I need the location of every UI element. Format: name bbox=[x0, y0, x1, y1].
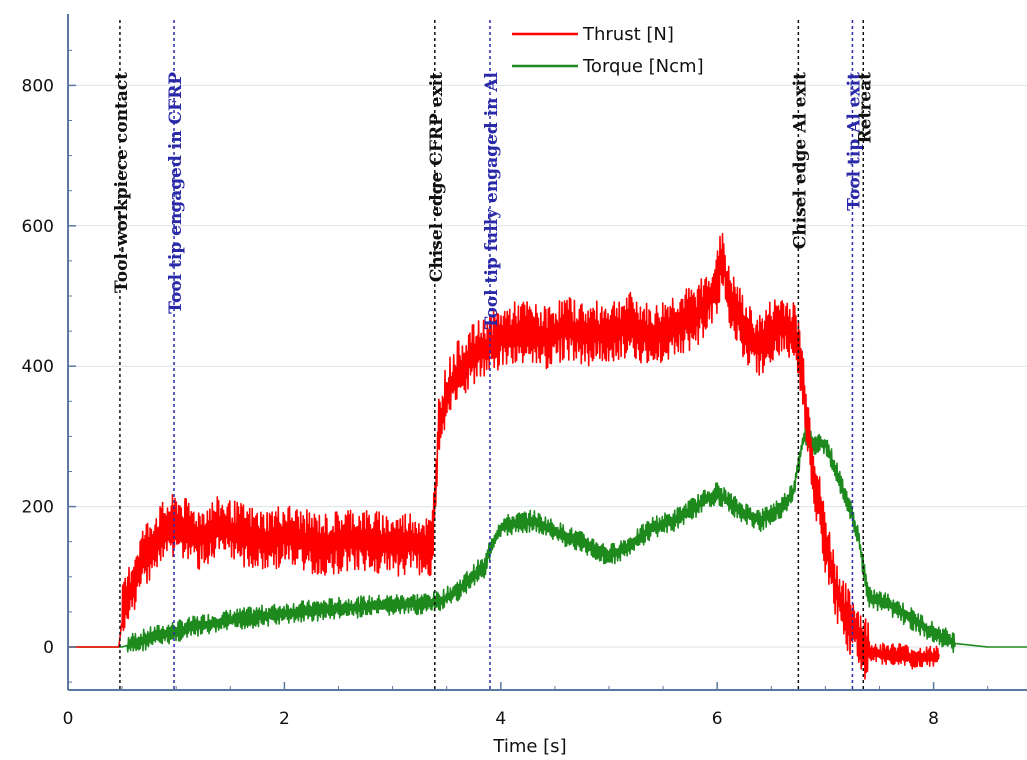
x-tick-label: 2 bbox=[279, 709, 290, 729]
event-label: Tool tip fully engaged in Al bbox=[482, 71, 502, 329]
x-tick-label: 4 bbox=[495, 709, 506, 729]
x-tick-label: 0 bbox=[63, 709, 74, 729]
x-tick-label: 8 bbox=[928, 709, 939, 729]
event-label: Tool tip engaged in CFRP bbox=[166, 72, 186, 314]
x-tick-label: 6 bbox=[712, 709, 723, 729]
event-label: Chisel edge Al exit bbox=[790, 72, 810, 249]
axes bbox=[67, 14, 1027, 691]
x-axis-title: Time [s] bbox=[492, 736, 566, 757]
thrust-series-line bbox=[67, 232, 940, 680]
event-label: Chisel edge CFRP exit bbox=[427, 72, 447, 282]
tick-layer: 0 200 400 600 800 0 2 4 6 8 bbox=[22, 49, 989, 729]
y-tick-label: 400 bbox=[22, 357, 54, 377]
legend: Thrust [N] Torque [Ncm] bbox=[512, 24, 704, 77]
y-tick-label: 800 bbox=[22, 76, 54, 96]
event-label: Retreat bbox=[855, 72, 875, 144]
series-layer bbox=[67, 232, 1027, 680]
torque-series-line bbox=[67, 426, 1027, 654]
legend-label: Thrust [N] bbox=[582, 24, 674, 45]
event-label: Tool-workpiece contact bbox=[112, 72, 132, 293]
y-tick-label: 0 bbox=[43, 638, 54, 658]
y-tick-label: 200 bbox=[22, 498, 54, 518]
event-label: Tool tip Al exit bbox=[844, 72, 864, 211]
legend-label: Torque [Ncm] bbox=[582, 56, 704, 77]
annotation-layer: Tool-workpiece contact Tool tip engaged i… bbox=[112, 20, 875, 690]
y-tick-label: 600 bbox=[22, 217, 54, 237]
